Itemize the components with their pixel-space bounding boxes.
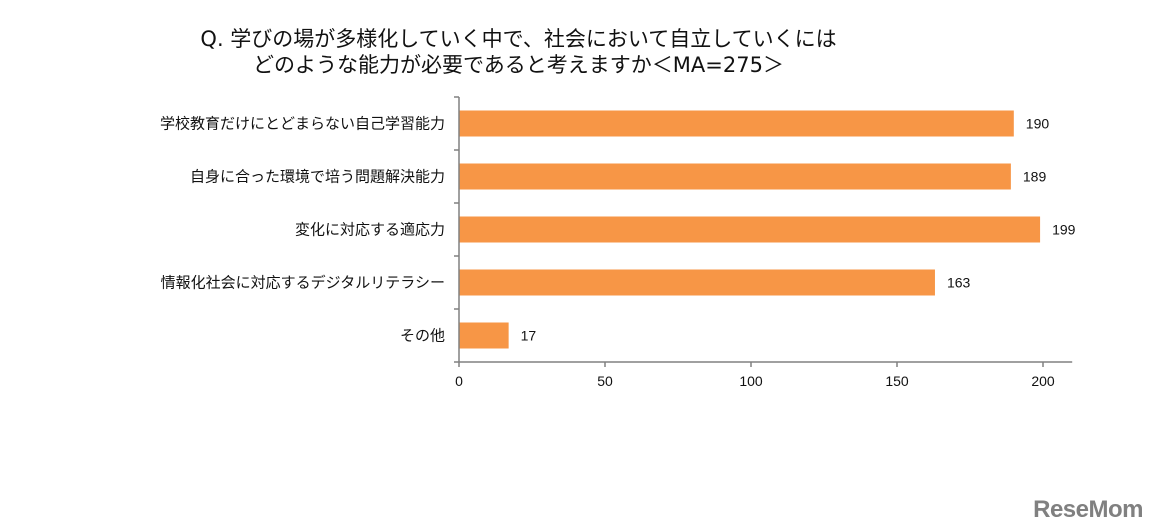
data-label: 163 [947, 275, 971, 291]
chart-title-line-1: Q. 学びの場が多様化していく中で、社会において自立していくには [200, 27, 837, 51]
chart-title: Q. 学びの場が多様化していく中で、社会において自立していくには どのような能力… [0, 26, 1157, 78]
data-label: 199 [1052, 222, 1076, 238]
x-tick-label: 50 [597, 373, 613, 389]
bar [459, 269, 935, 296]
category-label: その他 [400, 327, 445, 345]
x-tick-label: 200 [1031, 373, 1055, 389]
x-tick-label: 100 [739, 373, 763, 389]
data-label: 190 [1026, 116, 1050, 132]
x-tick-label: 150 [885, 373, 909, 389]
category-label: 情報化社会に対応するデジタルリテラシー [161, 274, 445, 292]
category-label: 変化に対応する適応力 [295, 221, 445, 239]
bar [459, 216, 1041, 243]
bar [459, 322, 509, 349]
category-label: 自身に合った環境で培う問題解決能力 [190, 168, 445, 186]
chart-title-line-2: どのような能力が必要であると考えますか＜MA=275＞ [253, 53, 784, 77]
data-label: 17 [521, 328, 537, 344]
bar [459, 163, 1011, 190]
category-label: 学校教育だけにとどまらない自己学習能力 [160, 115, 445, 133]
x-tick-label: 0 [455, 373, 463, 389]
resemom-logo: ReseMom [1033, 496, 1143, 523]
data-label: 189 [1023, 169, 1047, 185]
bar [459, 110, 1014, 137]
